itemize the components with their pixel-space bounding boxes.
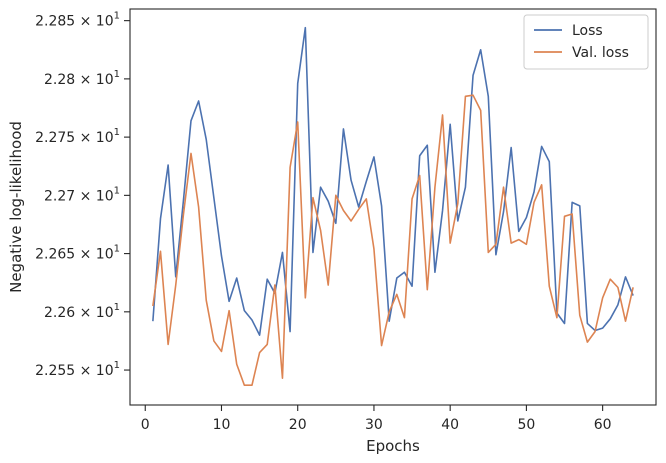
x-tick-label: 20: [289, 417, 307, 433]
y-tick-label: 2.265 × 101: [35, 244, 120, 263]
y-axis-label: Negative log-likelihood: [7, 121, 25, 293]
legend-label: Loss: [572, 23, 603, 39]
axes-frame: [129, 8, 657, 406]
x-tick-label: 30: [365, 417, 383, 433]
x-tick-label: 60: [594, 417, 612, 433]
x-tick-label: 40: [441, 417, 459, 433]
y-tick-label: 2.27 × 101: [44, 185, 120, 204]
x-tick-label: 10: [213, 417, 231, 433]
legend-label: Val. loss: [572, 45, 629, 61]
series-line-val-loss: [152, 94, 634, 386]
y-axis: 2.255 × 101 2.26 × 101 2.265 × 101 2.27 × 1…: [35, 11, 130, 379]
x-tick-label: 50: [517, 417, 535, 433]
y-tick-label: 2.255 × 101: [35, 360, 120, 379]
legend-box: [523, 14, 649, 70]
series-line-loss: [152, 26, 634, 336]
x-tick-label: 0: [141, 417, 150, 433]
x-axis: 0 10 20 30 40 50 60: [141, 405, 612, 433]
plot-area: [152, 26, 634, 386]
x-axis-label: Epochs: [366, 437, 420, 455]
y-tick-label: 2.28 × 101: [44, 69, 120, 88]
y-tick-label: 2.275 × 101: [35, 127, 120, 146]
legend: Loss Val. loss: [523, 14, 649, 70]
y-tick-label: 2.26 × 101: [44, 302, 120, 321]
y-tick-label: 2.285 × 101: [35, 11, 120, 30]
